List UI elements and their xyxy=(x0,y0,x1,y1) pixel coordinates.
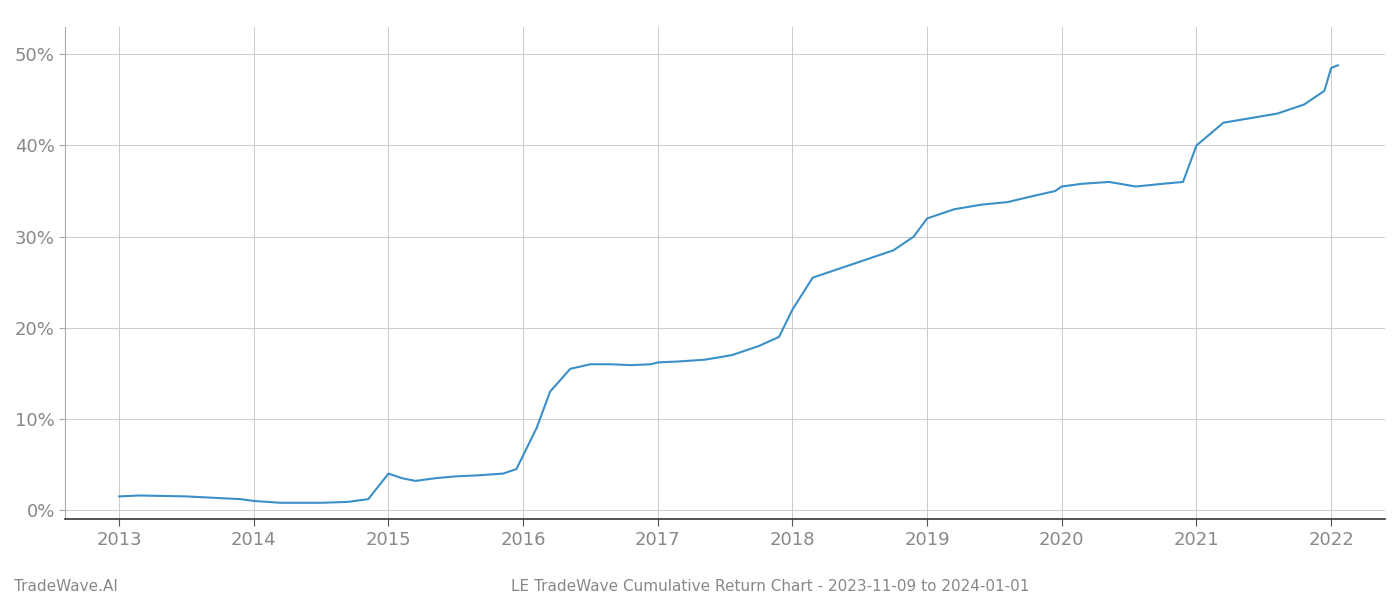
Text: TradeWave.AI: TradeWave.AI xyxy=(14,579,118,594)
Text: LE TradeWave Cumulative Return Chart - 2023-11-09 to 2024-01-01: LE TradeWave Cumulative Return Chart - 2… xyxy=(511,579,1029,594)
